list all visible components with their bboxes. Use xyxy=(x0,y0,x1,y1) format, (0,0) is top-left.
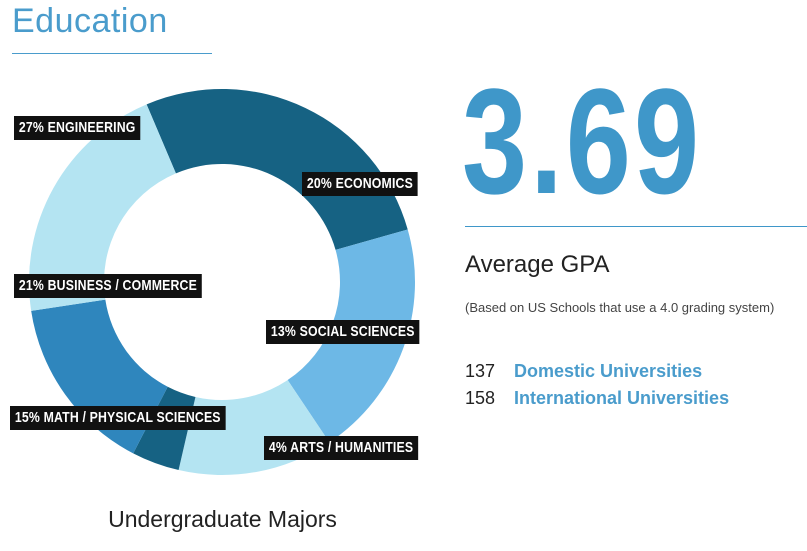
donut-slice-business-commerce xyxy=(28,104,176,311)
slice-label-economics: 20% ECONOMICS xyxy=(302,172,418,196)
gpa-divider xyxy=(465,226,807,227)
slice-label-math-physical-sciences: 15% MATH / PHYSICAL SCIENCES xyxy=(10,406,226,430)
gpa-value: 3.69 xyxy=(462,57,703,225)
section-title: Education xyxy=(12,2,168,40)
gpa-note: (Based on US Schools that use a 4.0 grad… xyxy=(465,300,775,315)
chart-caption: Undergraduate Majors xyxy=(108,506,337,532)
domestic-universities-link[interactable]: Domestic Universities xyxy=(514,361,703,381)
international-universities-link[interactable]: International Universities xyxy=(514,388,730,408)
donut-slice-engineering xyxy=(146,88,408,250)
university-row-domestic: 137 Domestic Universities xyxy=(465,361,702,382)
title-underline xyxy=(12,53,212,54)
slice-label-arts-humanities: 4% ARTS / HUMANITIES xyxy=(264,436,419,460)
university-count: 158 xyxy=(465,388,496,408)
university-row-international: 158 International Universities xyxy=(465,388,729,409)
slice-label-business-commerce: 21% BUSINESS / COMMERCE xyxy=(14,274,202,298)
slice-label-social-sciences: 13% SOCIAL SCIENCES xyxy=(266,320,420,344)
slice-label-engineering: 27% ENGINEERING xyxy=(14,116,141,140)
university-count: 137 xyxy=(465,361,496,381)
gpa-label: Average GPA xyxy=(465,251,610,278)
